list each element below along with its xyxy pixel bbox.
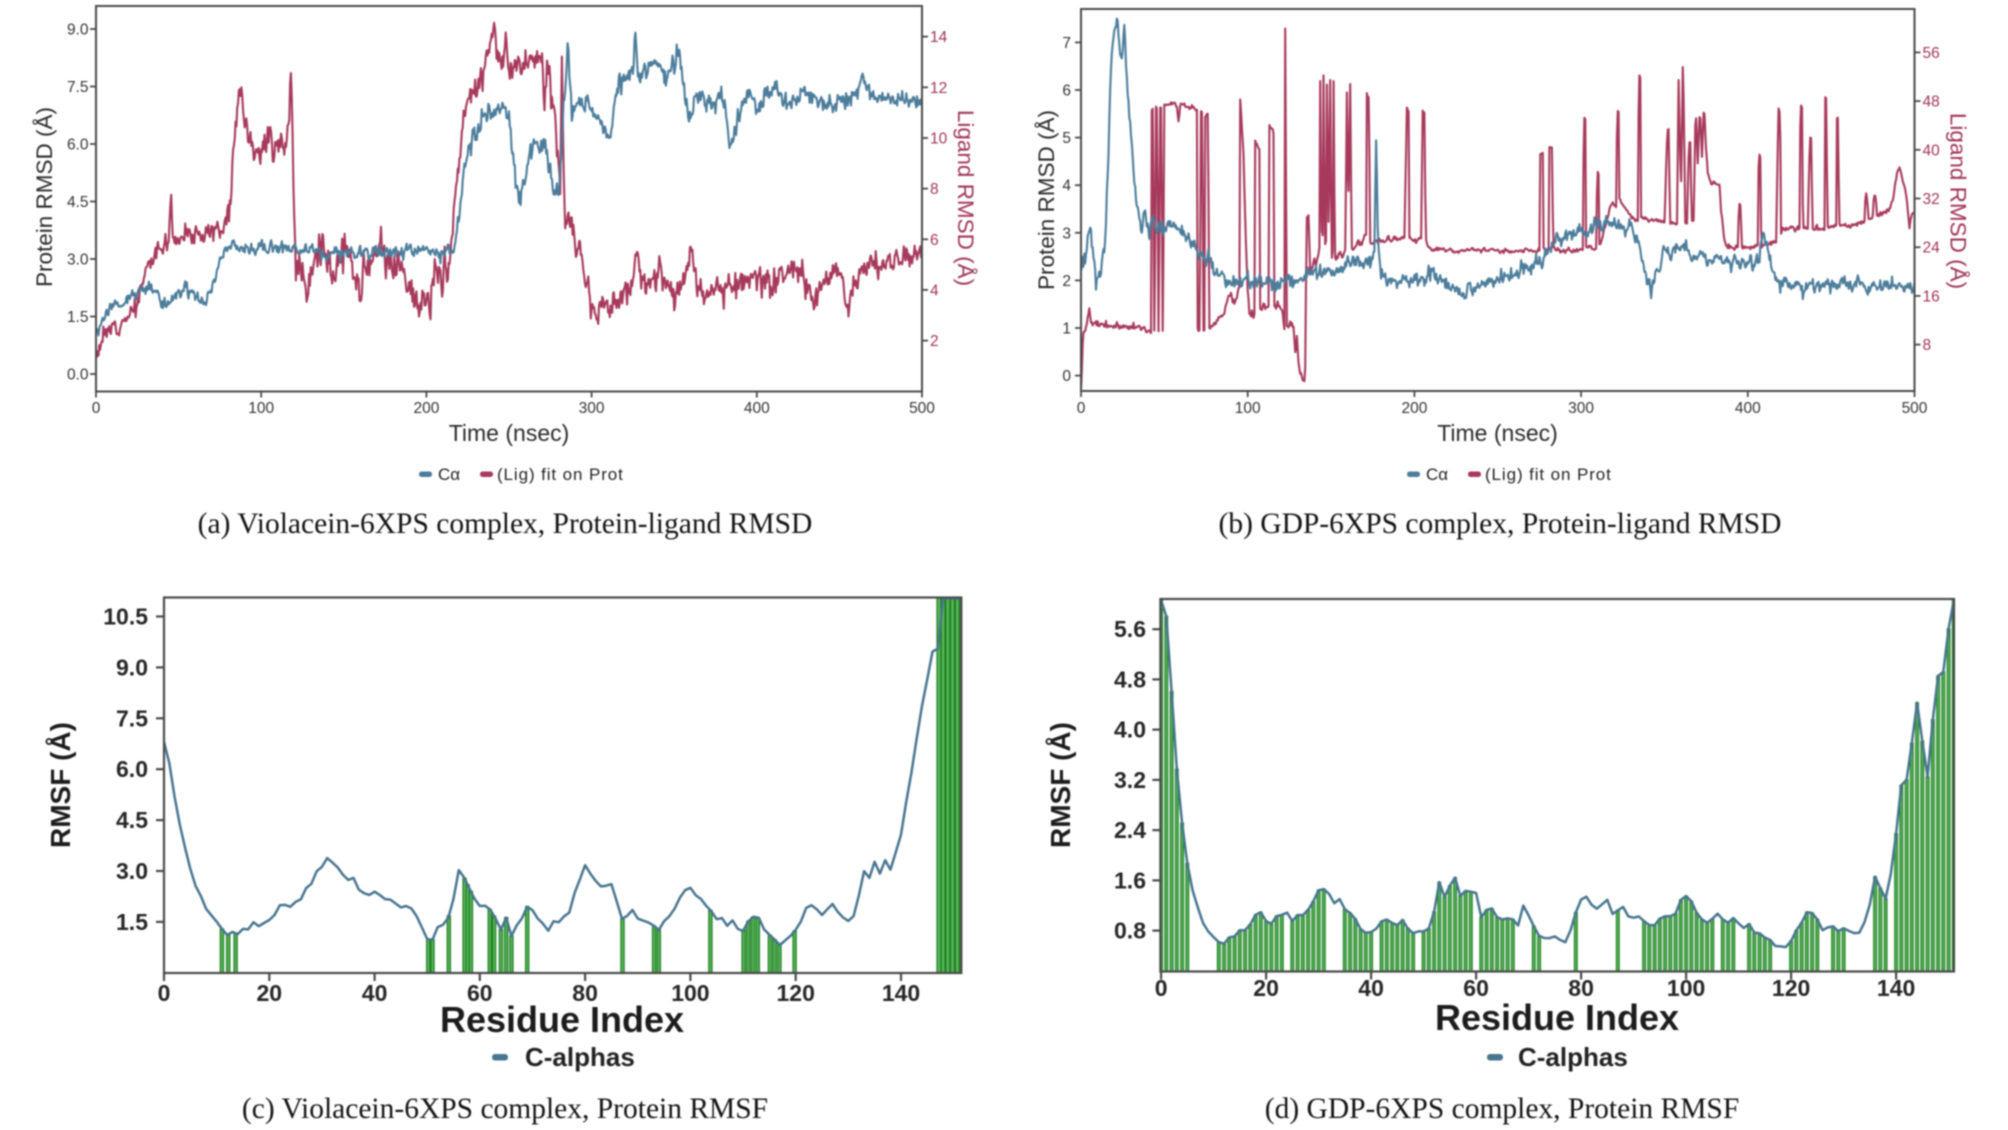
svg-text:RMSF (Å): RMSF (Å) — [45, 722, 76, 848]
svg-text:500: 500 — [909, 400, 935, 417]
svg-text:Ligand RMSD (Å): Ligand RMSD (Å) — [953, 110, 978, 286]
svg-text:5.6: 5.6 — [1114, 616, 1146, 642]
svg-text:Residue Index: Residue Index — [440, 999, 684, 1040]
svg-text:5: 5 — [1062, 130, 1071, 147]
svg-text:8: 8 — [1923, 337, 1932, 354]
svg-text:Time (nsec): Time (nsec) — [1437, 420, 1558, 446]
svg-text:0: 0 — [1077, 400, 1086, 417]
svg-text:2: 2 — [1062, 273, 1071, 290]
svg-text:6.0: 6.0 — [67, 137, 89, 154]
svg-text:10: 10 — [930, 131, 948, 148]
svg-text:20: 20 — [1253, 975, 1279, 1001]
svg-text:14: 14 — [930, 29, 948, 46]
svg-text:120: 120 — [1772, 975, 1810, 1001]
svg-text:1.6: 1.6 — [1114, 867, 1146, 893]
svg-text:4.0: 4.0 — [1114, 717, 1146, 743]
svg-text:6: 6 — [1062, 83, 1071, 100]
svg-text:4.5: 4.5 — [116, 807, 148, 833]
svg-text:4: 4 — [1062, 178, 1071, 195]
svg-text:7: 7 — [1062, 35, 1071, 52]
svg-text:140: 140 — [882, 980, 920, 1006]
svg-text:C-alphas: C-alphas — [525, 1042, 635, 1072]
svg-text:40: 40 — [362, 980, 388, 1006]
svg-text:4.8: 4.8 — [1114, 666, 1146, 692]
svg-text:Cα: Cα — [1426, 465, 1448, 484]
svg-text:32: 32 — [1923, 191, 1940, 208]
svg-text:100: 100 — [1667, 975, 1705, 1001]
svg-text:140: 140 — [1877, 975, 1915, 1001]
svg-text:40: 40 — [1923, 142, 1941, 159]
svg-text:4: 4 — [930, 282, 939, 299]
svg-text:200: 200 — [413, 400, 439, 417]
svg-text:1: 1 — [1062, 321, 1071, 338]
svg-text:40: 40 — [1358, 975, 1384, 1001]
svg-text:400: 400 — [744, 400, 770, 417]
svg-text:Residue Index: Residue Index — [1435, 997, 1679, 1038]
svg-text:0: 0 — [1062, 368, 1071, 385]
svg-text:24: 24 — [1923, 240, 1941, 257]
svg-text:9.0: 9.0 — [116, 654, 148, 680]
svg-text:0.0: 0.0 — [67, 367, 89, 384]
svg-text:Protein RMSD (Å): Protein RMSD (Å) — [32, 107, 57, 287]
svg-text:3.2: 3.2 — [1114, 767, 1146, 793]
svg-text:Time (nsec): Time (nsec) — [449, 420, 570, 446]
svg-text:1.5: 1.5 — [116, 909, 148, 935]
svg-text:1.5: 1.5 — [67, 309, 89, 326]
svg-text:120: 120 — [777, 980, 815, 1006]
svg-text:10.5: 10.5 — [103, 604, 148, 630]
svg-text:3: 3 — [1062, 225, 1071, 242]
svg-text:300: 300 — [1568, 400, 1594, 417]
svg-text:16: 16 — [1923, 288, 1940, 305]
svg-text:7.5: 7.5 — [116, 705, 148, 731]
svg-text:20: 20 — [257, 980, 283, 1006]
svg-text:9.0: 9.0 — [67, 22, 89, 39]
svg-text:100: 100 — [671, 980, 709, 1006]
svg-text:0.8: 0.8 — [1114, 918, 1146, 944]
svg-text:6.0: 6.0 — [116, 756, 148, 782]
svg-text:400: 400 — [1735, 400, 1761, 417]
svg-text:8: 8 — [930, 181, 939, 198]
svg-text:C-alphas: C-alphas — [1518, 1042, 1628, 1072]
svg-text:100: 100 — [248, 400, 274, 417]
svg-text:80: 80 — [1568, 975, 1594, 1001]
svg-text:Protein RMSD (Å): Protein RMSD (Å) — [1034, 110, 1059, 290]
svg-text:2.4: 2.4 — [1114, 817, 1146, 843]
svg-text:6: 6 — [930, 232, 939, 249]
svg-text:80: 80 — [572, 980, 598, 1006]
svg-text:Cα: Cα — [438, 465, 460, 484]
svg-text:7.5: 7.5 — [67, 79, 89, 96]
svg-text:3.0: 3.0 — [67, 252, 89, 269]
svg-text:12: 12 — [930, 80, 947, 97]
svg-text:2: 2 — [930, 333, 939, 350]
svg-text:4.5: 4.5 — [67, 194, 89, 211]
svg-text:100: 100 — [1235, 400, 1261, 417]
svg-text:48: 48 — [1923, 94, 1940, 111]
svg-text:(Lig) fit on Prot: (Lig) fit on Prot — [1485, 465, 1612, 484]
svg-text:RMSF (Å): RMSF (Å) — [1045, 722, 1076, 848]
svg-text:(Lig) fit on Prot: (Lig) fit on Prot — [497, 465, 624, 484]
svg-text:60: 60 — [467, 980, 493, 1006]
svg-text:300: 300 — [579, 400, 605, 417]
svg-text:0: 0 — [1155, 975, 1168, 1001]
svg-text:3.0: 3.0 — [116, 858, 148, 884]
svg-text:0: 0 — [158, 980, 171, 1006]
svg-text:Ligand RMSD (Å): Ligand RMSD (Å) — [1946, 113, 1971, 289]
svg-text:0: 0 — [92, 400, 101, 417]
svg-text:200: 200 — [1401, 400, 1427, 417]
svg-text:60: 60 — [1463, 975, 1489, 1001]
svg-text:500: 500 — [1902, 400, 1928, 417]
svg-text:56: 56 — [1923, 45, 1940, 62]
